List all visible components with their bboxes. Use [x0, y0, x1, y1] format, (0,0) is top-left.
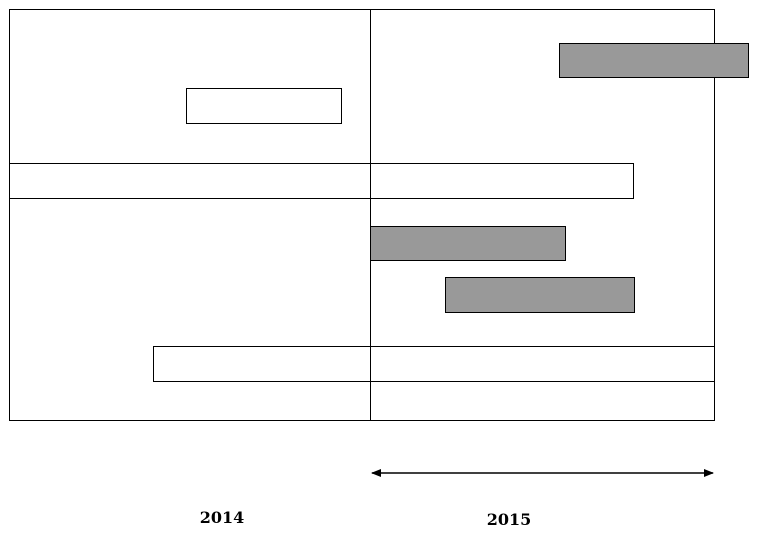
- bar-white: [186, 88, 342, 124]
- bar-gray: [445, 277, 635, 313]
- year-label: 2014: [200, 508, 245, 527]
- year-label: 2015: [487, 510, 532, 529]
- bar-gray: [370, 226, 566, 261]
- bar-gray: [559, 43, 749, 78]
- bar-white: [9, 163, 634, 199]
- bar-white: [153, 346, 715, 382]
